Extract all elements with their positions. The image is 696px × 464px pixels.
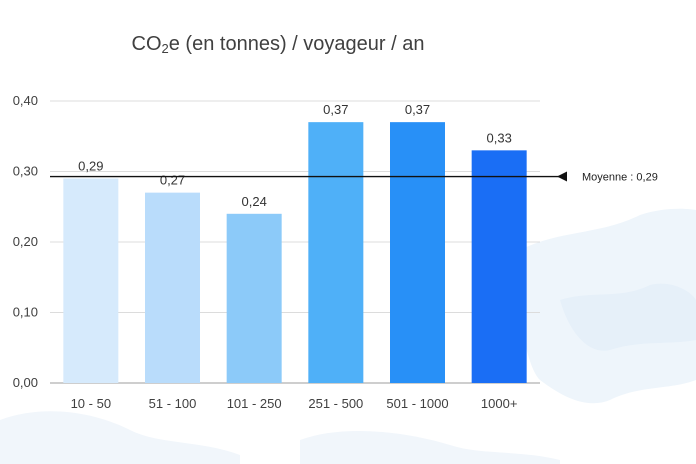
x-tick-label: 501 - 1000 <box>386 396 448 411</box>
bar <box>471 150 527 383</box>
bar <box>390 122 445 384</box>
data-labels: 0,29 0,27 0,24 0,37 0,37 0,33 <box>78 102 512 209</box>
data-label: 0,37 <box>405 102 430 117</box>
x-tick-label: 251 - 500 <box>308 396 363 411</box>
y-tick-label: 0,30 <box>13 164 38 179</box>
y-tick-label: 0,20 <box>13 234 38 249</box>
data-label: 0,29 <box>78 159 103 174</box>
data-label: 0,37 <box>323 102 348 117</box>
data-label: 0,33 <box>487 130 512 145</box>
average-label: Moyenne : 0,29 <box>582 172 658 184</box>
average-marker-icon <box>557 171 567 182</box>
data-label: 0,27 <box>160 173 185 188</box>
bar <box>63 178 119 383</box>
x-tick-label: 10 - 50 <box>71 396 111 411</box>
y-tick-label: 0,10 <box>13 305 38 320</box>
y-tick-label: 0,40 <box>13 93 38 108</box>
bar <box>226 213 282 383</box>
bars <box>63 122 527 384</box>
x-tick-label: 1000+ <box>481 396 518 411</box>
bar <box>145 192 200 383</box>
chart-title: CO2e (en tonnes) / voyageur / an <box>131 33 425 56</box>
data-label: 0,24 <box>242 194 267 209</box>
x-tick-label: 51 - 100 <box>149 396 197 411</box>
average-line-group: Moyenne : 0,29 <box>50 171 658 184</box>
gridlines <box>50 100 540 384</box>
y-tick-label: 0,00 <box>13 375 38 390</box>
x-axis-tick-labels: 10 - 50 51 - 100 101 - 250 251 - 500 501 - 1… <box>71 396 518 411</box>
x-tick-label: 101 - 250 <box>227 396 282 411</box>
y-axis-tick-labels: 0,00 0,10 0,20 0,30 0,40 <box>13 93 38 390</box>
bar <box>308 122 364 384</box>
